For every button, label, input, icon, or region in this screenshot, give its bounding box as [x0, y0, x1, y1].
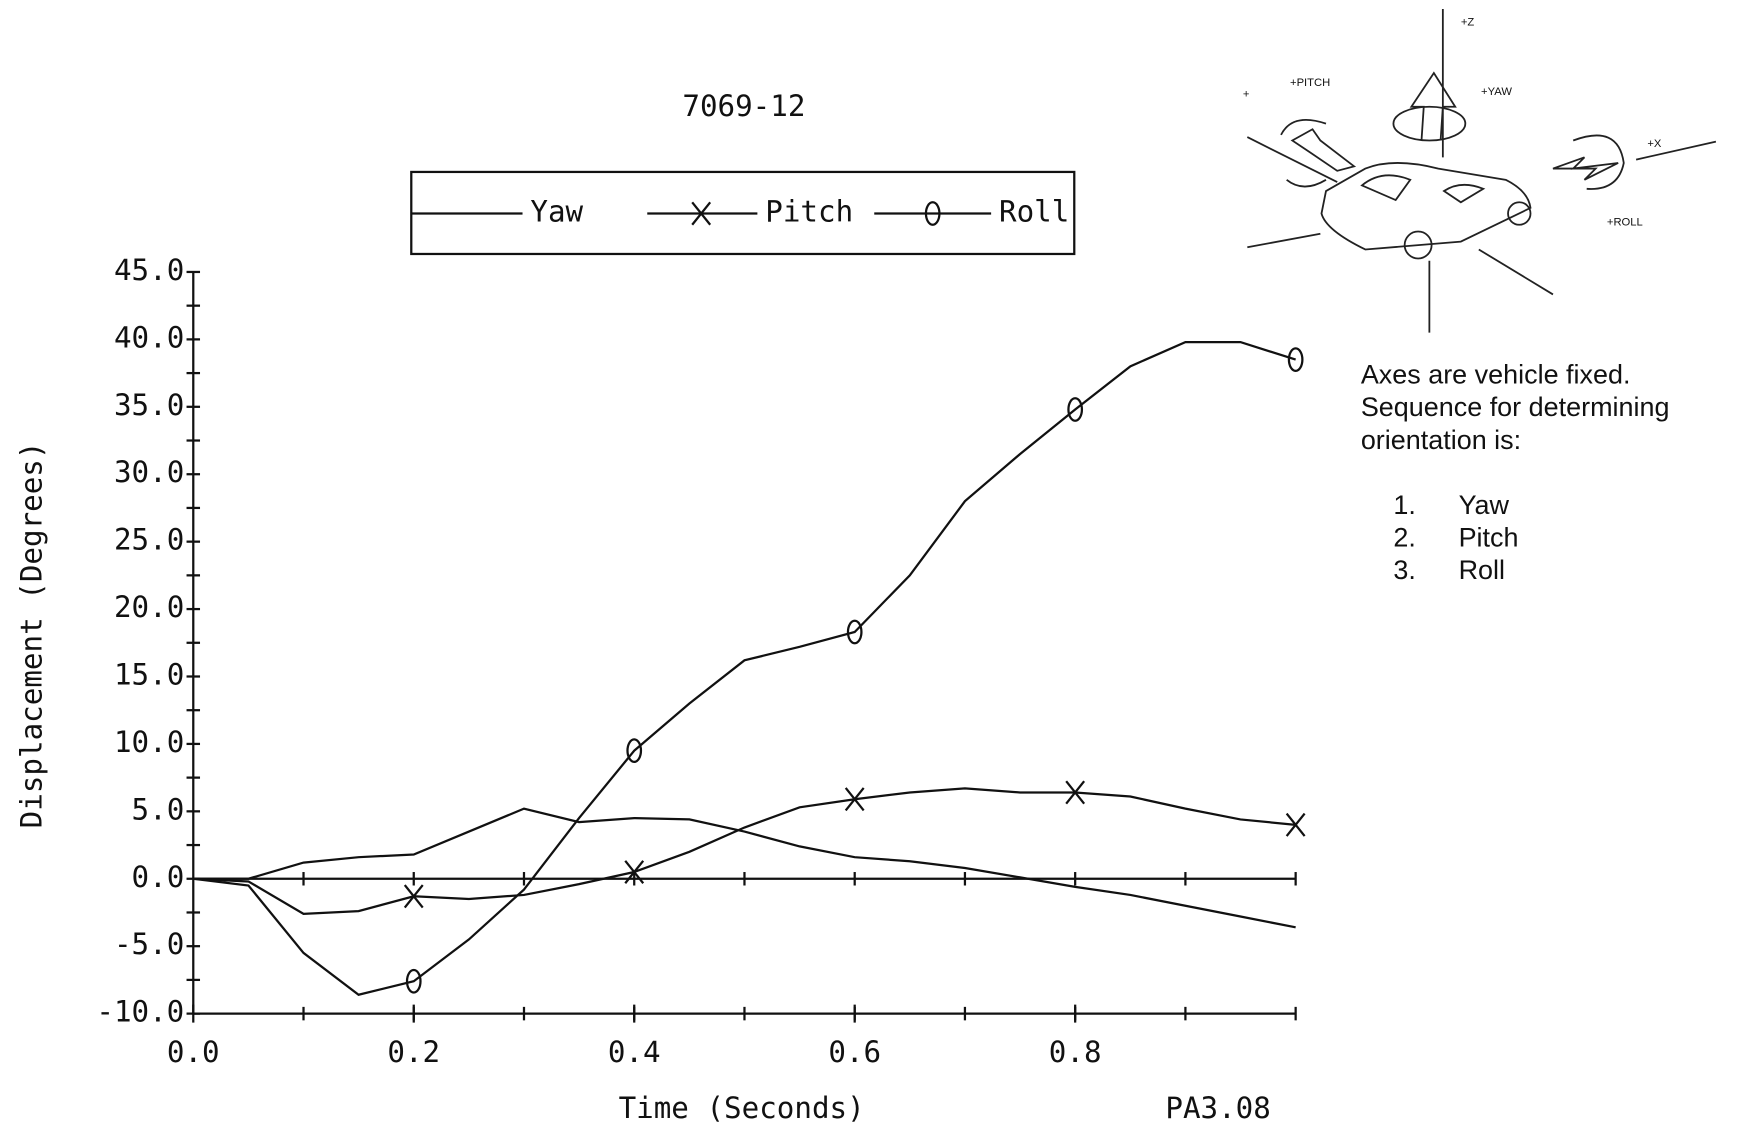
diagram-label: +	[1243, 88, 1250, 100]
diagram-label: +YAW	[1481, 86, 1512, 98]
y-tick-label: 20.0	[114, 590, 184, 624]
diagram-label: +ROLL	[1607, 216, 1643, 228]
roll-marker	[1287, 347, 1304, 372]
roll-marker	[846, 619, 863, 645]
sequence-number: 2.	[1393, 523, 1415, 553]
note-line: Axes are vehicle fixed.	[1361, 360, 1631, 390]
note-line: Sequence for determining	[1361, 392, 1670, 422]
sequence-label: Roll	[1459, 555, 1505, 585]
legend-marker	[924, 201, 941, 226]
sequence-number: 1.	[1393, 490, 1415, 520]
y-tick-label: 30.0	[114, 455, 184, 489]
pitch-marker	[844, 787, 865, 812]
chart-title: 7069-12	[682, 89, 805, 123]
sequence-number: 3.	[1393, 555, 1415, 585]
series-line	[193, 807, 1296, 929]
y-tick-label: 5.0	[132, 792, 185, 826]
orientation-diagram: +Z +PITCH +YAW +X +ROLL +	[1243, 9, 1717, 333]
y-tick-label: 15.0	[114, 657, 184, 691]
x-tick-label: 0.4	[608, 1035, 661, 1069]
x-tick-label: 0.6	[828, 1035, 881, 1069]
y-tick-label: 40.0	[114, 320, 184, 354]
diagram-label: +PITCH	[1290, 77, 1330, 89]
y-tick-label: 0.0	[132, 860, 185, 894]
legend-label: Roll	[999, 195, 1069, 229]
series-line	[193, 787, 1296, 915]
sequence-label: Yaw	[1459, 490, 1510, 520]
x-tick-label: 0.8	[1049, 1035, 1102, 1069]
y-tick-label: -10.0	[96, 995, 184, 1029]
note-line: orientation is:	[1361, 425, 1521, 455]
roll-marker	[626, 738, 643, 764]
diagram-label: +X	[1647, 138, 1662, 150]
y-tick-label: -5.0	[114, 927, 184, 961]
series-line	[193, 340, 1296, 996]
x-tick-label: 0.2	[387, 1035, 440, 1069]
annotation: PA3.08	[1165, 1091, 1271, 1125]
sequence-label: Pitch	[1459, 523, 1519, 553]
legend-label: Yaw	[530, 195, 583, 229]
diagram-label: +Z	[1461, 16, 1475, 28]
pitch-marker	[624, 860, 645, 884]
y-tick-label: 25.0	[114, 523, 184, 557]
pitch-marker	[1285, 812, 1306, 837]
roll-marker	[405, 968, 422, 994]
legend-label: Pitch	[765, 195, 853, 229]
y-axis-label: Displacement (Degrees)	[15, 442, 49, 829]
legend-marker	[691, 201, 712, 226]
x-tick-label: 0.0	[167, 1035, 220, 1069]
legend: Yaw Pitch Roll	[410, 170, 1076, 256]
y-tick-label: 45.0	[114, 253, 184, 287]
pitch-marker	[403, 884, 424, 909]
y-tick-label: 10.0	[114, 725, 184, 759]
pitch-marker	[1065, 780, 1086, 805]
x-axis-label: Time (Seconds)	[619, 1091, 865, 1125]
roll-marker	[1067, 397, 1084, 422]
y-tick-label: 35.0	[114, 388, 184, 422]
